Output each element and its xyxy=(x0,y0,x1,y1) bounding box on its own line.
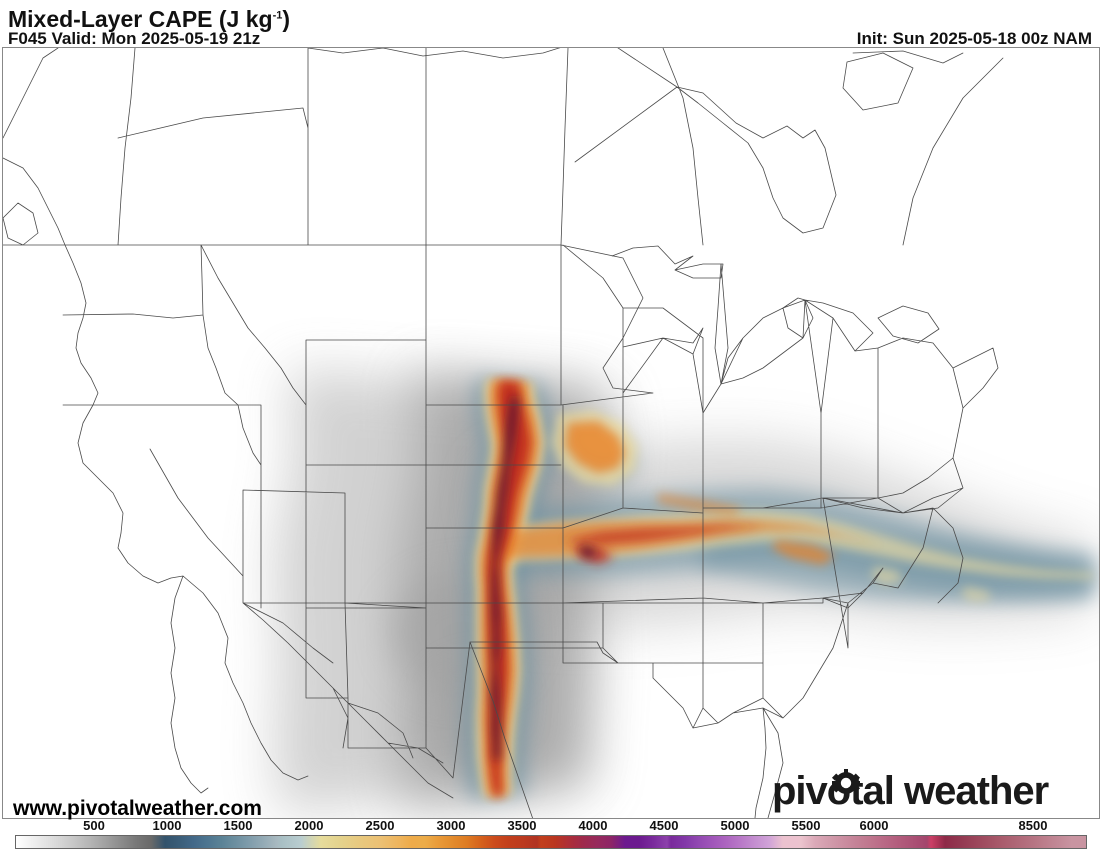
svg-text:pivotal weather: pivotal weather xyxy=(772,769,1049,813)
